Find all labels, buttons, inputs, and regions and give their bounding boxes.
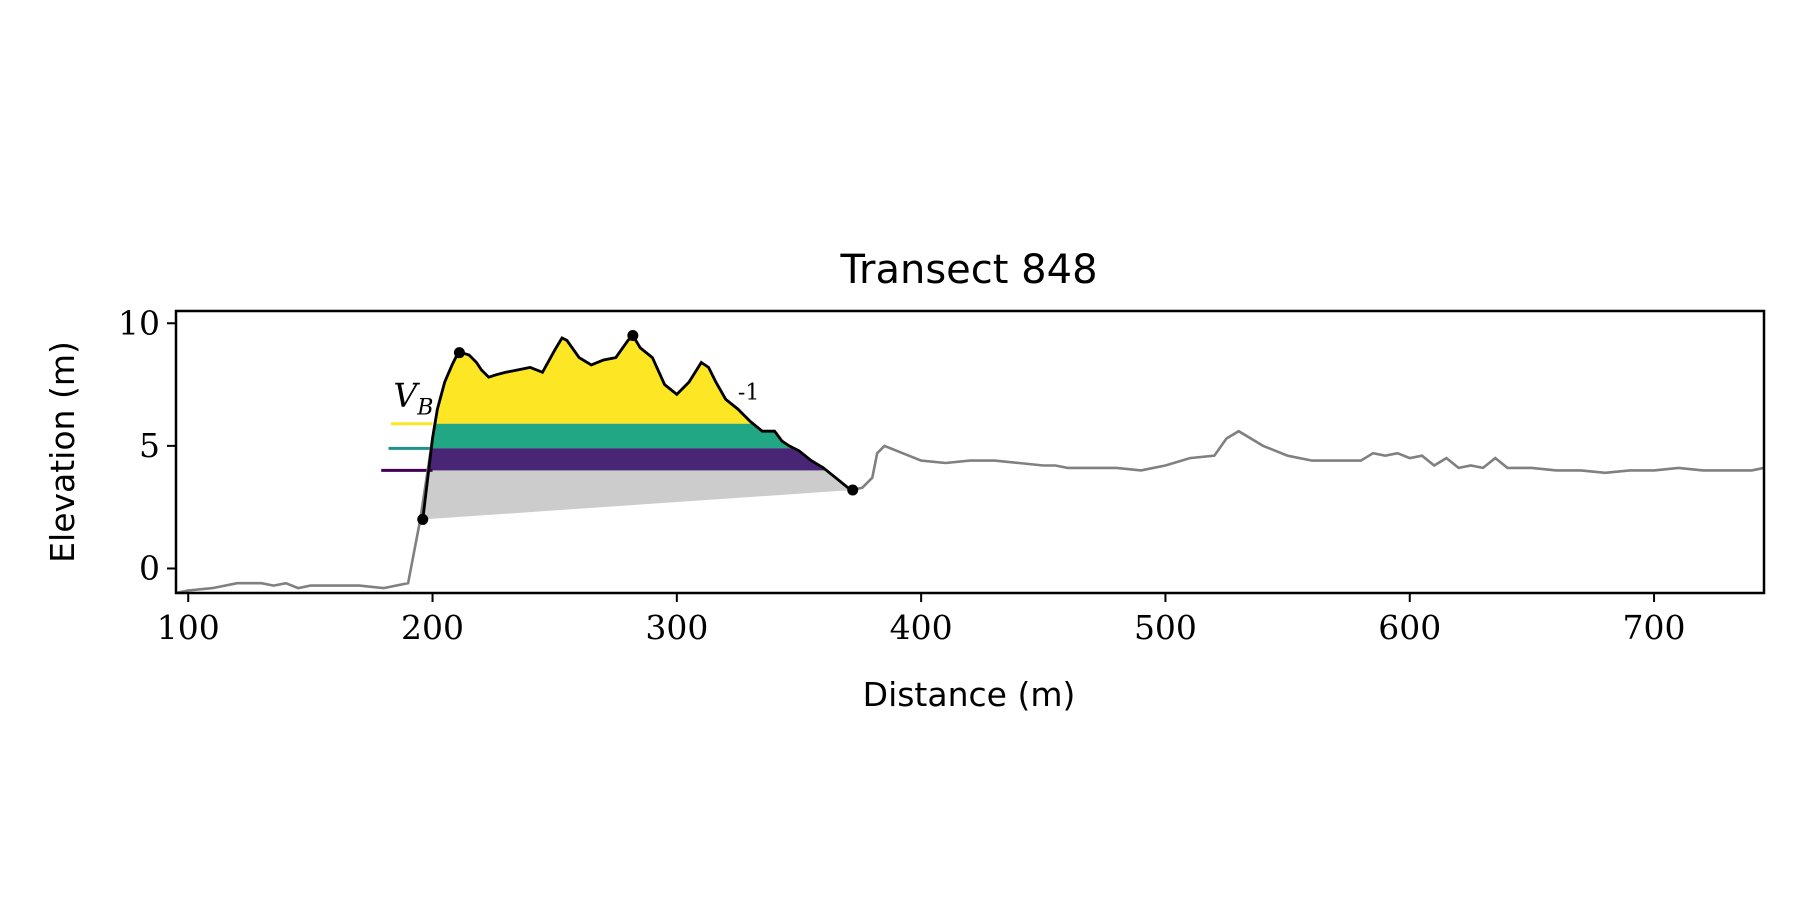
profile-marker-3: [627, 330, 639, 342]
y-axis-ticks: 0 5 10: [118, 303, 176, 587]
plot-area: [176, 330, 1764, 593]
superscript-fragment: -1: [738, 380, 759, 405]
volume-band-2: [422, 423, 853, 449]
y-tick-label: 10: [118, 303, 160, 342]
profile-marker-2: [453, 347, 465, 359]
x-tick-label: 200: [401, 608, 464, 647]
x-tick-label: 500: [1134, 608, 1197, 647]
volume-annotation-label: VB: [393, 376, 433, 421]
band-level-lines: [381, 422, 433, 472]
x-tick-label: 400: [890, 608, 953, 647]
plot-frame: [174, 309, 1766, 595]
profile-marker-4: [847, 484, 859, 496]
chart-title: Transect 848: [839, 247, 1097, 293]
x-tick-label: 600: [1378, 608, 1441, 647]
y-tick-label: 0: [139, 548, 160, 587]
volume-band-3: [422, 448, 853, 471]
y-tick-label: 5: [139, 426, 160, 465]
y-axis-label: Elevation (m): [43, 341, 82, 563]
x-tick-label: 700: [1623, 608, 1686, 647]
volume-annotation-base: V: [393, 376, 420, 415]
profile-markers: [417, 330, 859, 525]
full-profile-line: [176, 333, 1764, 593]
x-axis-ticks: 100 200 300 400 500 600 700: [157, 593, 1686, 647]
vb-annotation: VB: [393, 376, 433, 421]
dune-profile-line: [421, 333, 854, 520]
profile-marker-1: [417, 513, 429, 525]
volume-annotation-subscript: B: [416, 396, 433, 421]
x-axis-label: Distance (m): [863, 675, 1076, 714]
x-tick-label: 300: [645, 608, 708, 647]
x-tick-label: 100: [157, 608, 220, 647]
